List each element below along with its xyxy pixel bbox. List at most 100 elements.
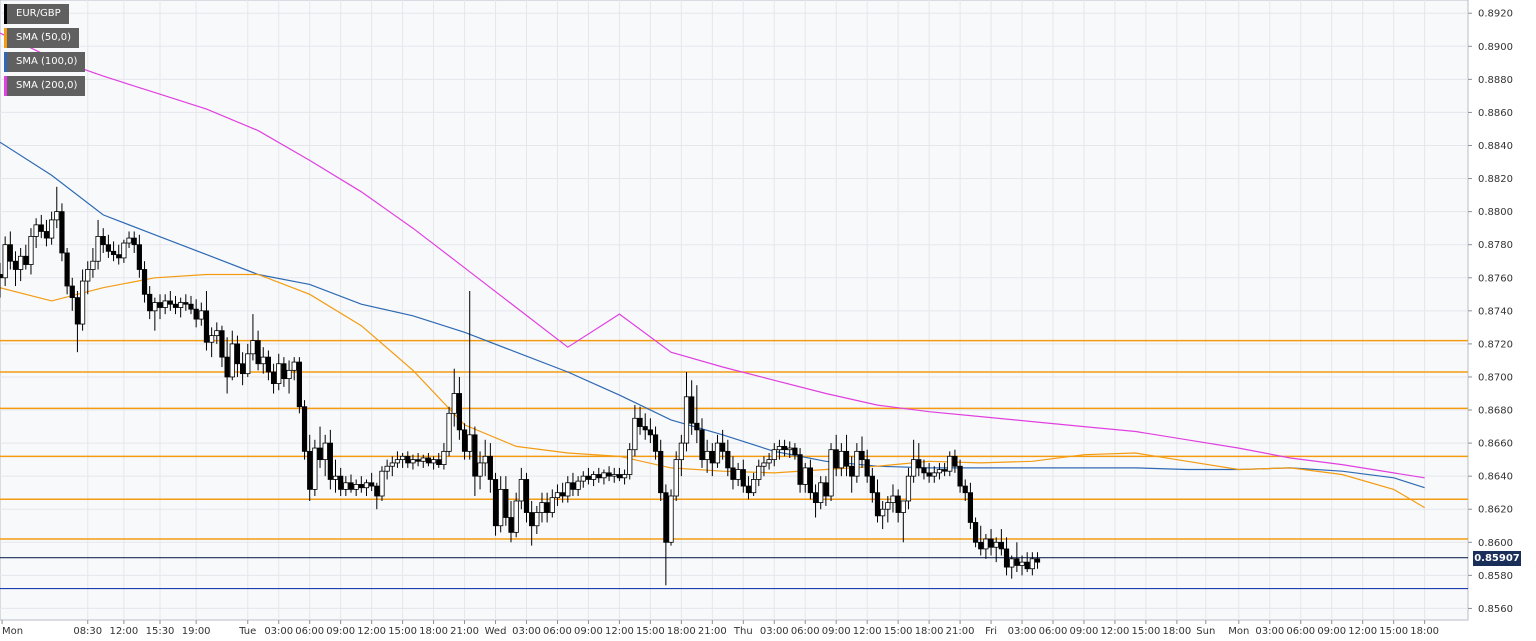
- plot-area: [0, 0, 1469, 621]
- candle-body: [379, 470, 385, 497]
- candle-body: [116, 254, 122, 259]
- candle-body: [126, 237, 132, 244]
- candle-body: [663, 492, 669, 543]
- x-tick-label: 21:00: [698, 626, 727, 637]
- candle-body: [162, 300, 168, 308]
- legend-label: SMA (200,0): [16, 80, 78, 91]
- candle-body: [1034, 558, 1041, 563]
- candle-body: [771, 449, 777, 461]
- candle-body: [410, 459, 416, 464]
- candle-body: [539, 502, 545, 513]
- candle-body: [250, 340, 256, 355]
- candle-body: [7, 244, 13, 262]
- candle-body: [369, 482, 375, 487]
- candle-body: [79, 280, 86, 325]
- y-tick-label: 0.8860: [1478, 108, 1513, 119]
- candle-body: [988, 538, 994, 548]
- x-tick-label: 15:00: [1131, 626, 1160, 637]
- candle-body: [838, 450, 844, 469]
- candle-body: [441, 450, 447, 465]
- candles: [0, 186, 1041, 586]
- candle-body: [818, 482, 824, 504]
- candle-body: [611, 474, 617, 477]
- candle-body: [554, 492, 561, 499]
- candle-body: [23, 255, 29, 265]
- candle-body: [689, 396, 695, 424]
- candle-body: [849, 465, 855, 477]
- candle-body: [152, 302, 158, 312]
- x-tick-label: Mon: [2, 626, 23, 637]
- x-tick-label: 06:00: [1286, 626, 1315, 637]
- candle-body: [286, 369, 292, 380]
- legend-item-eurgbp[interactable]: EUR/GBP: [4, 4, 69, 24]
- candle-body: [209, 335, 215, 343]
- legend-swatch: [4, 28, 7, 48]
- candle-body: [43, 231, 50, 239]
- y-tick-label: 0.8760: [1478, 273, 1513, 284]
- legend-item-sma-200[interactable]: SMA (200,0): [4, 76, 86, 96]
- candle-body: [69, 285, 75, 299]
- legend-item-sma-100[interactable]: SMA (100,0): [4, 52, 86, 72]
- candle-body: [229, 343, 235, 378]
- candle-body: [745, 485, 752, 494]
- candle-body: [472, 434, 478, 477]
- y-tick-label: 0.8740: [1478, 306, 1513, 317]
- candle-body: [12, 260, 19, 270]
- candle-body: [0, 274, 3, 279]
- candle-body: [725, 450, 731, 469]
- candle-body: [869, 475, 875, 494]
- candle-body: [802, 467, 808, 485]
- candle-body: [389, 462, 395, 467]
- candle-body: [575, 480, 581, 490]
- x-tick-label: 06:00: [543, 626, 572, 637]
- candle-body: [33, 224, 39, 237]
- candle-body: [374, 485, 380, 497]
- legend: EUR/GBP SMA (50,0) SMA (100,0) SMA (200,…: [4, 4, 86, 100]
- candle-body: [523, 479, 530, 513]
- candle-body: [823, 482, 829, 497]
- candle-body: [812, 492, 819, 504]
- x-tick-label: 09:00: [822, 626, 851, 637]
- legend-swatch: [4, 76, 7, 96]
- candle-body: [141, 269, 148, 295]
- legend-item-sma-50[interactable]: SMA (50,0): [4, 28, 80, 48]
- candle-body: [420, 457, 426, 462]
- candle-body: [338, 475, 344, 490]
- candle-body: [492, 479, 499, 527]
- candle-body: [467, 434, 473, 452]
- candle-body: [580, 475, 586, 482]
- candle-body: [859, 450, 865, 461]
- candle-body: [776, 445, 783, 451]
- candle-body: [709, 450, 715, 464]
- x-tick-label: Fri: [985, 626, 997, 637]
- candle-body: [1024, 561, 1030, 570]
- candle-body: [900, 500, 906, 513]
- x-tick-label: 12:00: [1101, 626, 1130, 637]
- candle-body: [18, 255, 24, 270]
- y-tick-label: 0.8700: [1478, 372, 1513, 383]
- grid: [0, 0, 1468, 620]
- candle-body: [38, 224, 44, 232]
- candle-body: [601, 472, 607, 479]
- candle-body: [513, 500, 519, 533]
- candle-body: [632, 417, 638, 451]
- y-tick-label: 0.8920: [1478, 9, 1513, 20]
- candle-body: [234, 343, 241, 365]
- candle-body: [911, 459, 917, 477]
- candle-body: [54, 211, 60, 221]
- candle-body: [714, 442, 721, 464]
- candle-body: [673, 459, 679, 497]
- candle-body: [477, 462, 483, 477]
- y-tick-label: 0.8780: [1478, 240, 1513, 251]
- y-axis: 0.8560 0.8580 0.8600 0.8620 0.8640 0.8660 0.86…: [1468, 9, 1513, 615]
- candle-body: [926, 472, 932, 477]
- x-tick-label: 09:00: [1317, 626, 1346, 637]
- candle-body: [260, 356, 266, 365]
- x-tick-label: 09:00: [1070, 626, 1099, 637]
- candle-body: [400, 455, 406, 461]
- candle-body: [281, 363, 287, 380]
- candle-body: [482, 455, 488, 464]
- candle-body: [751, 479, 757, 494]
- x-tick-label: 15:00: [1379, 626, 1408, 637]
- candle-body: [240, 363, 246, 375]
